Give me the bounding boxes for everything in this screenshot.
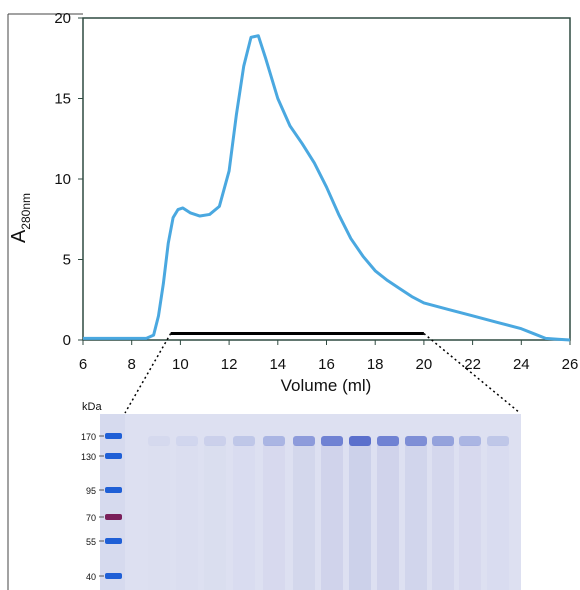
- y-tick-label: 20: [54, 10, 71, 27]
- connector: [124, 333, 172, 414]
- sample-band: [459, 436, 481, 446]
- sample-band: [148, 436, 170, 446]
- sample-band: [321, 436, 343, 446]
- gel-unit-label: kDa: [82, 401, 102, 413]
- lane-smear: [233, 445, 255, 590]
- lane-smear: [293, 445, 315, 590]
- x-tick-label: 8: [128, 356, 136, 373]
- gel-marker-lane: [100, 414, 125, 590]
- lane-smear: [204, 445, 226, 590]
- x-tick-label: 20: [416, 356, 433, 373]
- x-tick-label: 24: [513, 356, 530, 373]
- x-tick-label: 6: [79, 356, 87, 373]
- marker-band: [105, 453, 122, 459]
- lane-smear: [432, 445, 454, 590]
- marker-label: 170: [81, 432, 96, 442]
- connector: [423, 332, 521, 414]
- marker-label: 130: [81, 452, 96, 462]
- x-tick-label: 16: [318, 356, 335, 373]
- x-tick-label: 18: [367, 356, 384, 373]
- lane-smear: [349, 445, 371, 590]
- x-tick-label: 22: [464, 356, 481, 373]
- sample-band: [293, 436, 315, 446]
- marker-band: [105, 487, 122, 493]
- lane-smear: [405, 445, 427, 590]
- marker-band: [105, 538, 122, 544]
- sample-band: [233, 436, 255, 446]
- marker-band: [105, 514, 122, 520]
- marker-band: [105, 433, 122, 439]
- lane-smear: [148, 445, 170, 590]
- x-tick-label: 14: [269, 356, 286, 373]
- x-tick-label: 26: [562, 356, 579, 373]
- y-tick-label: 5: [63, 252, 71, 269]
- lane-smear: [321, 445, 343, 590]
- lane-smear: [377, 445, 399, 590]
- marker-label: 95: [86, 486, 96, 496]
- lane-smear: [459, 445, 481, 590]
- y-axis-label-subscript: 280nm: [19, 193, 33, 230]
- line-series: [83, 34, 571, 342]
- sample-band: [349, 436, 371, 446]
- y-axis-label-main: A: [8, 229, 30, 243]
- x-axis-label: Volume (ml): [281, 376, 372, 395]
- sample-band: [487, 436, 509, 446]
- sample-band: [405, 436, 427, 446]
- y-tick-label: 10: [54, 171, 71, 188]
- lane-smear: [176, 445, 198, 590]
- sample-band: [176, 436, 198, 446]
- sample-band: [204, 436, 226, 446]
- sample-band: [263, 436, 285, 446]
- sample-band: [432, 436, 454, 446]
- y-tick-label: 0: [63, 332, 71, 349]
- lane-smear: [263, 445, 285, 590]
- marker-label: 70: [86, 513, 96, 523]
- marker-label: 55: [86, 537, 96, 547]
- sample-band: [377, 436, 399, 446]
- marker-band: [105, 573, 122, 579]
- plot-frame: [82, 17, 571, 341]
- y-axis-label: A280nm: [8, 193, 33, 243]
- x-tick-label: 12: [221, 356, 238, 373]
- x-tick-label: 10: [172, 356, 189, 373]
- lane-smear: [487, 445, 509, 590]
- gel-bands: [105, 433, 509, 590]
- marker-label: 40: [86, 572, 96, 582]
- y-tick-label: 15: [54, 91, 71, 108]
